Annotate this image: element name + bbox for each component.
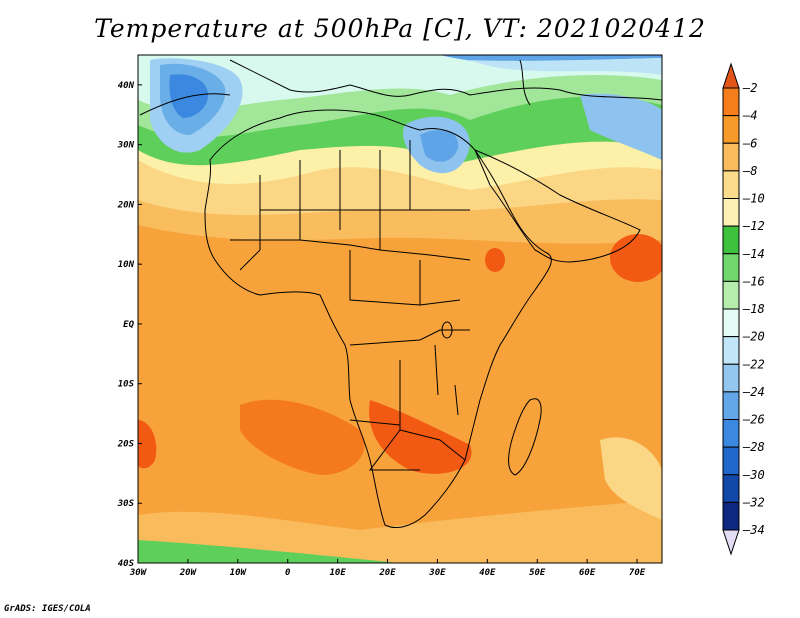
temperature-field [138,55,662,563]
lat-tick-label: 10N [118,260,135,270]
lon-tick-label: 40E [479,568,496,578]
colorbar-level-label: –34 [742,523,765,537]
colorbar-level-label: –14 [742,247,765,261]
lat-tick-label: EQ [123,320,134,330]
colorbar-level-label: –22 [742,357,765,371]
colorbar-level-label: –8 [742,164,757,178]
colorbar-level-label: –2 [742,81,757,95]
arabia-coastline [474,149,641,263]
lon-tick-label: 20E [378,568,396,578]
colorbar-bin [722,474,740,503]
lon-tick-label: 30W [129,568,148,578]
lon-tick-label: 30E [428,568,446,578]
lat-tick-label: 30N [117,141,135,151]
colorbar-level-label: –20 [742,330,765,344]
colorbar-bin [722,501,740,531]
colorbar-level-label: –26 [742,413,765,427]
lon-tick-label: 50E [529,568,546,578]
colorbar-bin [722,308,740,338]
lon-tick-label: 20W [179,568,198,578]
colorbar-level-label: –24 [742,385,765,399]
caspian-sea [519,59,531,106]
colorbar-level-label: –18 [742,302,765,316]
lake-malawi [454,384,459,416]
colorbar-level-label: –10 [742,192,765,206]
axis-ticks: 30W 20W 10W 0 10E 20E 30E 40E 50E 60E 70E 40N 30N 20N… [117,81,646,578]
colorbar-bin [722,363,740,393]
lat-tick-label: 30S [117,499,135,509]
colorbar-bin [722,446,740,476]
colorbar-top-arrow [722,62,740,89]
colorbar-bin [722,142,740,172]
grads-credit: GrADS: IGES/COLA [4,604,91,614]
plot-frame [137,54,663,564]
colorbar-bin [722,170,740,199]
lat-tick-label: 40N [118,81,135,91]
lon-tick-label: 70E [629,568,646,578]
lon-tick-label: 10E [329,568,346,578]
madagascar-coastline [508,398,542,476]
colorbar-level-label: –32 [742,495,765,509]
colorbar-bin [722,115,740,144]
colorbar-bottom-arrow [722,529,740,556]
national-borders [230,140,471,471]
colorbar-bin [722,391,740,420]
colorbar-level-label: –4 [742,109,757,123]
colorbar-bin [722,253,740,282]
lat-tick-label: 40S [118,559,135,569]
map-title: Temperature at 500hPa [C], VT: 202102041… [94,14,706,43]
colorbar: –2 –4 –6 –8 –10 –12 –14 –16 –18 –20 –22 –24 –26 –28 –3… [722,62,765,556]
lake-tanganyika [434,344,439,396]
lake-victoria [441,321,453,339]
colorbar-bin [722,198,740,227]
colorbar-level-label: –6 [742,136,757,150]
colorbar-level-label: –28 [742,440,765,454]
colorbar-bin [722,336,740,365]
colorbar-level-label: –12 [742,219,765,233]
lon-tick-label: 60E [579,568,596,578]
colorbar-bin [722,280,740,310]
colorbar-level-label: –30 [742,468,765,482]
lat-tick-label: 20N [117,200,135,210]
colorbar-level-label: –16 [742,274,765,288]
lat-tick-label: 20S [117,439,135,449]
colorbar-bin [722,419,740,448]
lat-tick-label: 10S [118,380,135,390]
africa-coastline [204,109,552,528]
colorbar-bin [722,225,740,255]
lon-tick-label: 10W [230,568,248,578]
lon-tick-label: 0 [285,568,291,578]
colorbar-bin [722,87,740,117]
country-boundaries [139,59,662,528]
